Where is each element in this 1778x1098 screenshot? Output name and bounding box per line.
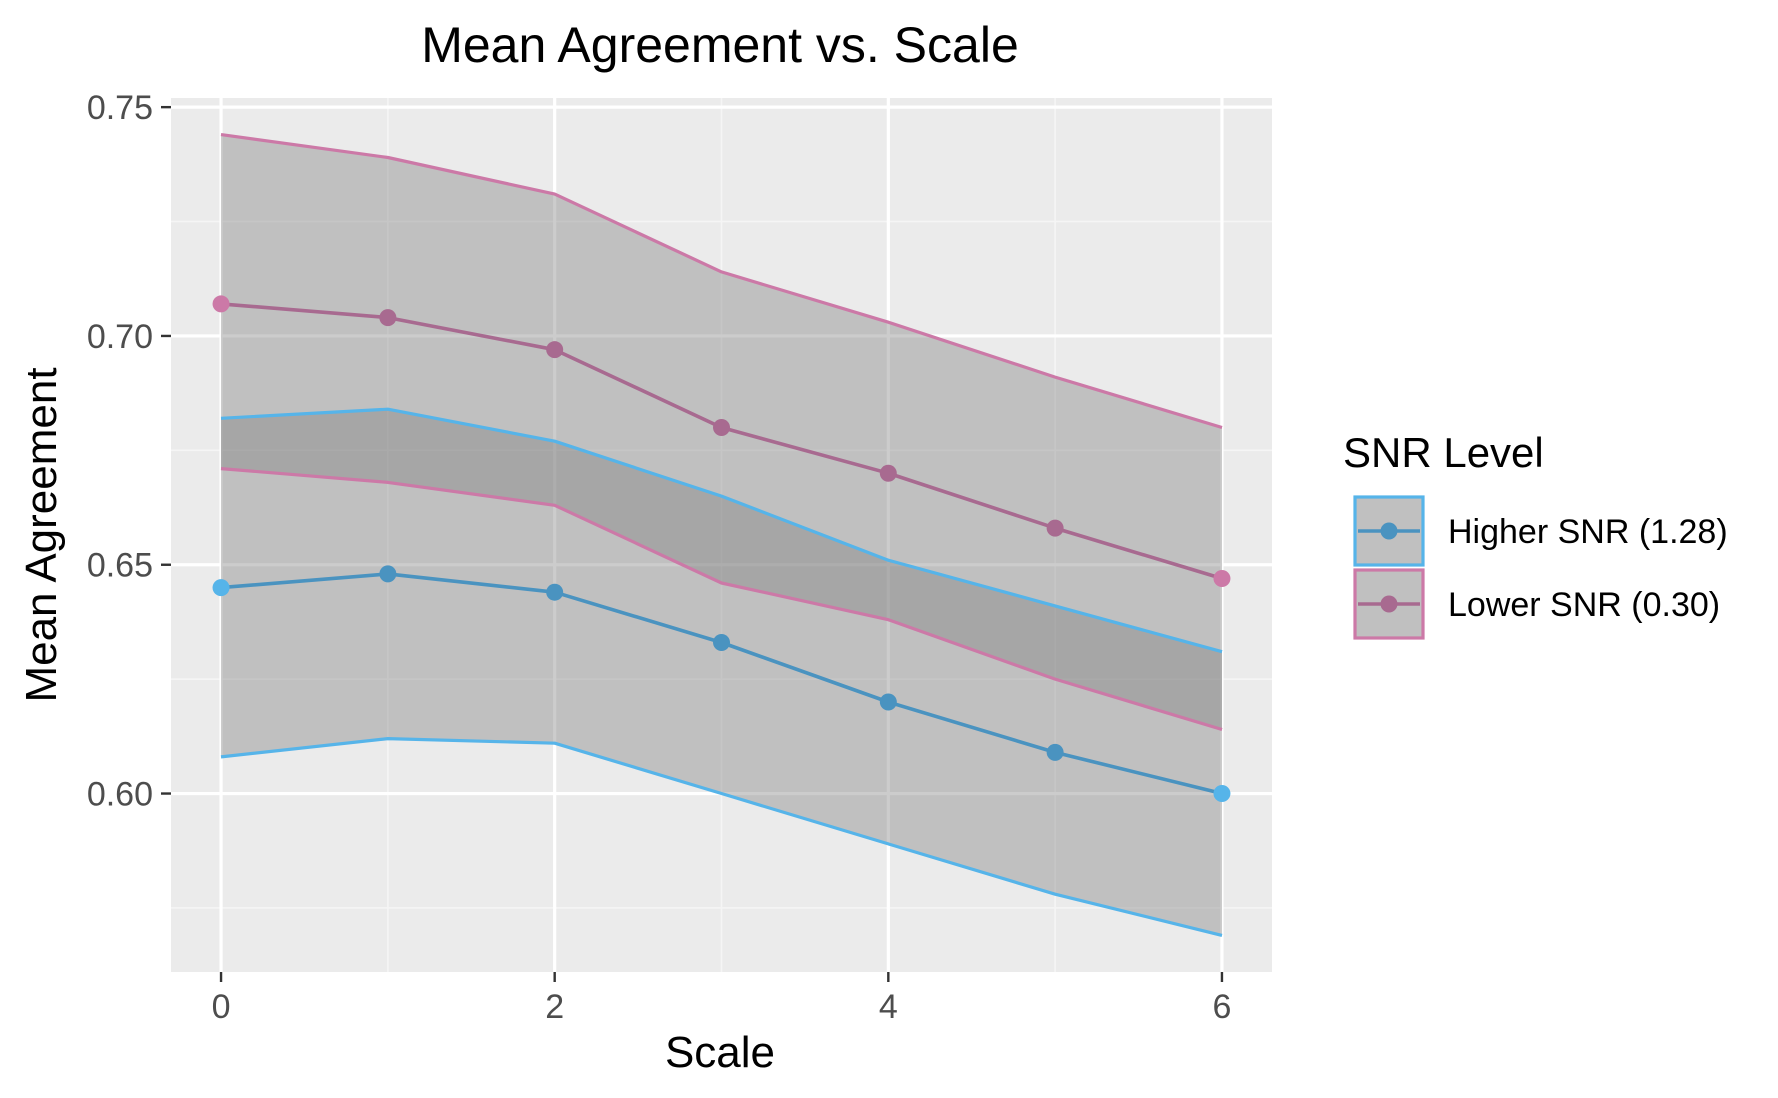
confidence-band-1 xyxy=(221,409,1222,936)
legend-key-point xyxy=(1380,595,1398,613)
y-tick-label: 0.70 xyxy=(87,318,153,356)
data-point xyxy=(546,583,564,601)
x-tick-label: 2 xyxy=(545,988,564,1026)
x-tick-label: 0 xyxy=(212,988,231,1026)
y-axis-label: Mean Agreement xyxy=(17,367,66,702)
y-tick-label: 0.60 xyxy=(87,776,153,814)
y-tick-label: 0.65 xyxy=(87,547,153,585)
data-point xyxy=(1213,569,1231,587)
legend: SNR Level Higher SNR (1.28) Lower SNR (0.… xyxy=(1343,429,1728,640)
legend-key-point xyxy=(1380,522,1398,540)
legend-label: Lower SNR (0.30) xyxy=(1448,586,1720,624)
band-lower-line-2 xyxy=(220,467,1223,732)
legend-title: SNR Level xyxy=(1343,429,1544,476)
data-point xyxy=(713,418,730,436)
chart-title: Mean Agreement vs. Scale xyxy=(421,17,1019,73)
band-lower-line-1 xyxy=(220,736,1223,937)
data-point xyxy=(879,464,897,482)
data-point xyxy=(713,634,730,652)
legend-keys: Higher SNR (1.28) Lower SNR (0.30) xyxy=(1353,495,1728,640)
axes: 0.60 0.65 0.70 0.75 0 2 4 6 xyxy=(87,89,1232,1026)
data-point xyxy=(1213,785,1231,803)
band-upper-line-2 xyxy=(220,133,1223,430)
data-point xyxy=(212,295,230,313)
x-tick-label: 6 xyxy=(1212,988,1231,1026)
data-point xyxy=(546,341,564,359)
y-tick-label: 0.75 xyxy=(87,89,153,127)
data-point xyxy=(879,693,897,711)
band-upper-line-1 xyxy=(220,407,1223,654)
legend-label: Higher SNR (1.28) xyxy=(1448,513,1728,551)
x-tick-label: 4 xyxy=(879,988,898,1026)
data-point xyxy=(1046,743,1064,761)
data-point xyxy=(379,309,397,327)
x-axis-label: Scale xyxy=(665,1028,775,1077)
data-point xyxy=(1046,519,1064,537)
data-point xyxy=(379,565,397,583)
data-point xyxy=(212,579,230,597)
series-points xyxy=(212,295,1231,803)
